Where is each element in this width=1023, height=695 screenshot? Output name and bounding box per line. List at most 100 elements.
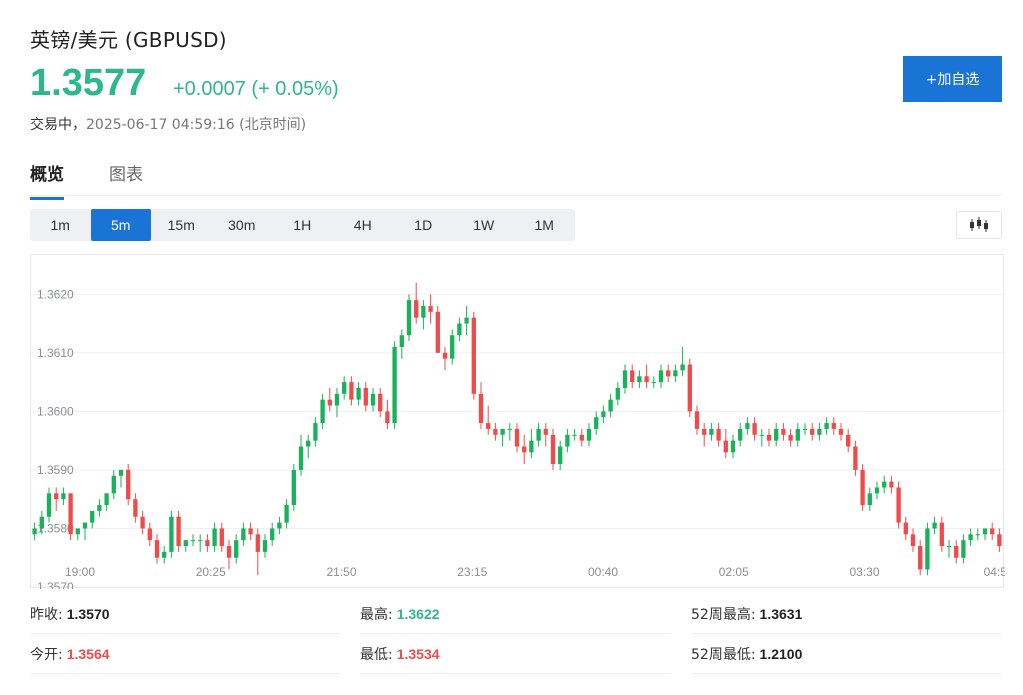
candle-body <box>493 428 498 435</box>
candle-body <box>817 428 822 435</box>
candle-body <box>46 493 52 517</box>
candle-body <box>637 376 642 383</box>
candle-body <box>918 546 923 570</box>
candle-body <box>406 300 412 336</box>
stat-label: 今开: <box>30 647 63 663</box>
stat-52w-low: 52周最低: 1.2100 <box>691 634 1002 674</box>
candle-body <box>622 370 628 388</box>
candle-body <box>666 370 671 377</box>
interval-15m[interactable]: 15m <box>167 217 195 233</box>
candle-body <box>176 516 181 547</box>
interval-1d[interactable]: 1D <box>414 217 433 233</box>
x-tick-label: 20:25 <box>196 565 226 579</box>
candle-body <box>795 428 800 441</box>
candle-body <box>342 382 347 394</box>
add-watchlist-button[interactable]: +加自选 <box>903 56 1002 102</box>
candle-body <box>147 528 152 541</box>
candle-body <box>435 311 440 353</box>
candle-body <box>630 370 635 383</box>
candle-body <box>378 393 383 412</box>
candle-body <box>514 428 520 447</box>
candle-body <box>644 376 649 383</box>
candle-body <box>853 446 858 470</box>
candle-body <box>846 434 851 447</box>
candle-body <box>162 551 167 558</box>
candle-body <box>54 493 59 500</box>
x-tick-label: 00:40 <box>588 565 618 579</box>
candle-body <box>414 300 419 318</box>
y-tick-label: 1.3600 <box>37 404 74 418</box>
interval-selector: 1m 5m 15m 30m 1H 4H 1D 1W 1M <box>30 209 575 241</box>
candle-body <box>277 522 282 529</box>
trading-status: 交易中，2025-06-17 04:59:16 (北京时间) <box>30 114 306 134</box>
interval-1mo[interactable]: 1M <box>534 217 554 233</box>
interval-30m[interactable]: 30m <box>228 217 256 233</box>
tab-overview[interactable]: 概览 <box>30 160 64 200</box>
stat-value: 1.3564 <box>66 646 110 662</box>
candle-body <box>334 393 340 406</box>
candle-body <box>442 352 448 359</box>
candle-body <box>543 428 548 435</box>
candle-body <box>802 428 808 430</box>
candle-body <box>154 540 160 558</box>
candle-body <box>212 528 217 547</box>
candle-body <box>356 387 361 400</box>
candle-body <box>709 428 714 435</box>
candle-body <box>752 423 757 435</box>
timestamp: 2025-06-17 04:59:16 (北京时间) <box>86 117 307 133</box>
interval-1m[interactable]: 1m <box>50 217 70 233</box>
candle-body <box>226 546 232 558</box>
candle-body <box>457 323 462 336</box>
candle-body <box>198 540 203 542</box>
page-title: 英镑/美元 (GBPUSD) <box>30 28 227 52</box>
candle-body <box>219 528 224 547</box>
interval-1h[interactable]: 1H <box>293 217 312 233</box>
candle-body <box>399 335 404 347</box>
candle-body <box>327 399 332 406</box>
candle-body <box>169 516 174 552</box>
candle-body <box>680 364 685 371</box>
candle-body <box>997 534 1002 547</box>
candle-body <box>241 528 246 541</box>
candle-body <box>183 540 188 547</box>
interval-4h[interactable]: 4H <box>353 217 372 233</box>
candle-body <box>831 423 836 429</box>
candle-body <box>262 540 268 552</box>
candle-body <box>32 528 37 535</box>
candle-body <box>255 534 260 552</box>
candle-body <box>500 428 505 435</box>
candle-body <box>572 434 577 436</box>
candle-body <box>529 440 534 453</box>
tab-chart[interactable]: 图表 <box>109 165 143 185</box>
candle-body <box>133 499 138 517</box>
candle-body <box>601 411 606 418</box>
candle-body <box>140 516 145 529</box>
candle-body <box>745 423 750 429</box>
candle-body <box>39 516 44 529</box>
x-tick-label: 03:30 <box>849 565 879 579</box>
candle-body <box>946 546 952 548</box>
candlestick-chart[interactable]: 1.3620 1.3610 1.3600 1.3590 1.3580 1.357019:0… <box>31 255 1005 589</box>
chart-type-button[interactable] <box>956 211 1002 239</box>
stat-high: 最高: 1.3622 <box>360 594 671 634</box>
candle-body <box>766 434 772 441</box>
candle-body <box>507 428 512 430</box>
price-change: +0.0007 (+ 0.05%) <box>173 78 339 100</box>
candle-body <box>536 428 541 441</box>
candle-body <box>774 428 779 441</box>
candle-body <box>248 528 253 535</box>
candle-body <box>306 440 311 447</box>
candle-body <box>730 440 736 453</box>
chart-area[interactable]: 1.3620 1.3610 1.3600 1.3590 1.3580 1.3570 19:0… <box>30 254 1005 589</box>
candle-body <box>111 475 116 494</box>
candle-body <box>118 469 124 476</box>
stat-value: 1.3622 <box>396 606 440 622</box>
interval-1w[interactable]: 1W <box>473 217 495 233</box>
interval-5m[interactable]: 5m <box>90 209 151 241</box>
candle-body <box>889 481 894 488</box>
candle-body <box>90 510 95 523</box>
stat-open: 今开: 1.3564 <box>30 634 340 674</box>
candle-body <box>522 446 527 453</box>
candle-body <box>910 534 916 547</box>
candle-body <box>939 522 944 547</box>
